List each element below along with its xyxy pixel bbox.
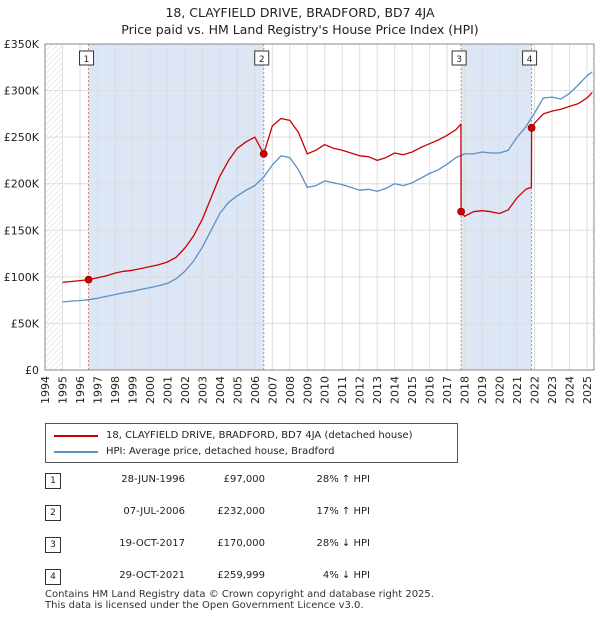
x-tick-label: 2007 bbox=[266, 376, 279, 404]
x-tick-label: 1996 bbox=[74, 376, 87, 404]
legend-label-property: 18, CLAYFIELD DRIVE, BRADFORD, BD7 4JA (… bbox=[106, 430, 413, 441]
sale-date: 28-JUN-1996 bbox=[121, 474, 185, 485]
x-tick-label: 2014 bbox=[389, 376, 402, 404]
price-chart: 1 2 3 4 £0 £50K £100K £150K £200K £250K £300K £350… bbox=[4, 38, 595, 404]
plot-frame bbox=[44, 43, 595, 371]
x-tick-label: 2004 bbox=[214, 376, 227, 404]
sale-number-label: 1 bbox=[84, 55, 90, 65]
sale-number-box bbox=[79, 50, 95, 66]
y-tick-label: £300K bbox=[4, 85, 40, 98]
sale-number-box bbox=[254, 50, 270, 66]
footer-line-1: Contains HM Land Registry data © Crown c… bbox=[45, 589, 434, 600]
sale-date: 19-OCT-2017 bbox=[119, 538, 185, 549]
x-tick-label: 2021 bbox=[511, 376, 524, 404]
y-tick-label: £0 bbox=[25, 364, 39, 377]
x-tick-label: 2024 bbox=[564, 376, 577, 404]
y-tick-label: £350K bbox=[4, 38, 40, 51]
sale-price: £97,000 bbox=[223, 474, 265, 485]
x-tick-label: 2025 bbox=[581, 376, 594, 404]
x-tick-label: 2018 bbox=[459, 376, 472, 404]
footer: Contains HM Land Registry data © Crown c… bbox=[45, 589, 434, 611]
sale-hpi-diff: 4% ↓ HPI bbox=[322, 570, 370, 581]
x-tick-label: 2013 bbox=[371, 376, 384, 404]
sale-date: 29-OCT-2021 bbox=[119, 570, 185, 581]
sale-number-label: 2 bbox=[259, 55, 265, 65]
chart-title: 18, CLAYFIELD DRIVE, BRADFORD, BD7 4JA P… bbox=[0, 4, 600, 38]
legend-swatch-hpi bbox=[54, 451, 98, 453]
property-line bbox=[62, 91, 593, 284]
footer-line-2: This data is licensed under the Open Gov… bbox=[45, 600, 364, 611]
x-tick-label: 2003 bbox=[196, 376, 209, 404]
sale-number-label: 4 bbox=[527, 55, 533, 65]
ownership-shade bbox=[461, 44, 532, 370]
ownership-shade bbox=[88, 44, 264, 370]
y-tick-label: £200K bbox=[4, 178, 40, 191]
sale-number: 2 bbox=[45, 505, 61, 521]
x-tick-label: 1998 bbox=[109, 376, 122, 404]
x-tick-label: 2008 bbox=[284, 376, 297, 404]
x-tick-label: 1994 bbox=[39, 376, 52, 404]
x-tick-label: 2017 bbox=[441, 376, 454, 404]
legend-label-hpi: HPI: Average price, detached house, Brad… bbox=[106, 446, 335, 457]
sale-hpi-diff: 17% ↑ HPI bbox=[316, 506, 370, 517]
table-row: 4 29-OCT-2021 £259,999 4% ↓ HPI bbox=[45, 568, 445, 588]
x-tick-label: 2002 bbox=[179, 376, 192, 404]
sale-number: 4 bbox=[45, 569, 61, 585]
sale-hpi-diff: 28% ↓ HPI bbox=[316, 538, 370, 549]
x-tick-label: 1999 bbox=[126, 376, 139, 404]
table-row: 1 28-JUN-1996 £97,000 28% ↑ HPI bbox=[45, 472, 445, 492]
x-tick-label: 1995 bbox=[56, 376, 69, 404]
sale-price: £170,000 bbox=[217, 538, 265, 549]
sale-marker bbox=[259, 150, 268, 158]
y-tick-label: £250K bbox=[4, 131, 40, 144]
x-tick-label: 2012 bbox=[354, 376, 367, 404]
y-tick-label: £150K bbox=[4, 224, 40, 237]
x-tick-label: 2023 bbox=[546, 376, 559, 404]
sale-marker bbox=[84, 275, 93, 284]
x-tick-label: 2001 bbox=[161, 376, 174, 404]
title-line-2: Price paid vs. HM Land Registry's House … bbox=[121, 22, 479, 37]
no-data-hatch bbox=[45, 44, 63, 370]
x-tick-label: 2010 bbox=[319, 376, 332, 404]
x-tick-label: 2011 bbox=[336, 376, 349, 404]
x-tick-label: 2005 bbox=[231, 376, 244, 404]
x-tick-label: 2019 bbox=[476, 376, 489, 404]
table-row: 3 19-OCT-2017 £170,000 28% ↓ HPI bbox=[45, 536, 445, 556]
sale-number: 1 bbox=[45, 473, 61, 489]
sale-date: 07-JUL-2006 bbox=[123, 506, 185, 517]
sale-number-box bbox=[451, 50, 467, 66]
sale-number-label: 3 bbox=[456, 55, 462, 65]
legend: 18, CLAYFIELD DRIVE, BRADFORD, BD7 4JA (… bbox=[45, 423, 458, 463]
sale-number: 3 bbox=[45, 537, 61, 553]
x-tick-label: 2022 bbox=[529, 376, 542, 404]
x-tick-label: 2020 bbox=[494, 376, 507, 404]
legend-swatch-property bbox=[54, 435, 98, 437]
hpi-line bbox=[62, 71, 593, 303]
x-tick-label: 2006 bbox=[249, 376, 262, 404]
x-tick-label: 2016 bbox=[424, 376, 437, 404]
y-tick-label: £50K bbox=[11, 317, 40, 330]
sale-price: £232,000 bbox=[217, 506, 265, 517]
sale-price: £259,999 bbox=[217, 570, 265, 581]
sale-hpi-diff: 28% ↑ HPI bbox=[316, 474, 370, 485]
sale-marker bbox=[527, 123, 536, 132]
title-line-1: 18, CLAYFIELD DRIVE, BRADFORD, BD7 4JA bbox=[165, 5, 435, 20]
no-data-hatch bbox=[592, 44, 594, 370]
x-tick-label: 2015 bbox=[406, 376, 419, 404]
x-tick-label: 2000 bbox=[144, 376, 157, 404]
table-row: 2 07-JUL-2006 £232,000 17% ↑ HPI bbox=[45, 504, 445, 524]
y-tick-label: £100K bbox=[4, 271, 40, 284]
sale-number-box bbox=[522, 50, 538, 66]
x-tick-label: 2009 bbox=[301, 376, 314, 404]
x-tick-label: 1997 bbox=[91, 376, 104, 404]
sale-marker bbox=[457, 207, 466, 216]
